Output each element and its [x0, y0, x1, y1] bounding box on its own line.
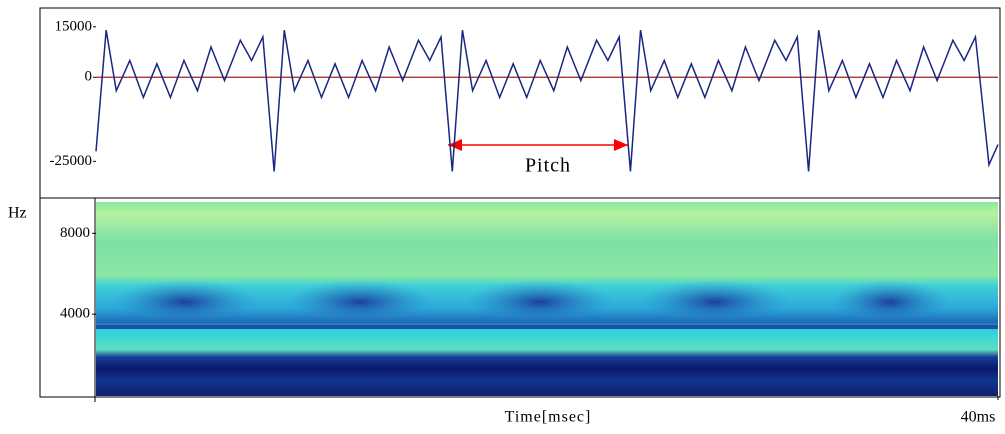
y-tick-label: 0	[85, 69, 93, 85]
y-tick-label: 8000	[60, 225, 90, 241]
x-tick-label: 40ms	[961, 409, 996, 426]
x-axis-label: Time[msec]	[505, 409, 592, 426]
y-tick-label: -25000	[50, 153, 93, 169]
y-axis-label: Hz	[8, 205, 27, 222]
formant-band	[96, 325, 998, 329]
y-tick-label: 4000	[60, 306, 90, 322]
bottom-frame	[39, 197, 1001, 398]
pitch-label: Pitch	[525, 155, 571, 177]
formant-blob	[110, 280, 260, 324]
spectrogram	[96, 202, 998, 396]
formant-blob	[830, 280, 950, 324]
formant-blob	[465, 280, 615, 324]
formant-blob	[285, 280, 435, 324]
y-tick-label: 15000	[55, 18, 93, 34]
waveform	[95, 30, 999, 172]
top-frame	[39, 7, 1001, 199]
arrow-head	[448, 139, 462, 151]
arrow-head	[614, 139, 628, 151]
formant-blob	[640, 280, 790, 324]
